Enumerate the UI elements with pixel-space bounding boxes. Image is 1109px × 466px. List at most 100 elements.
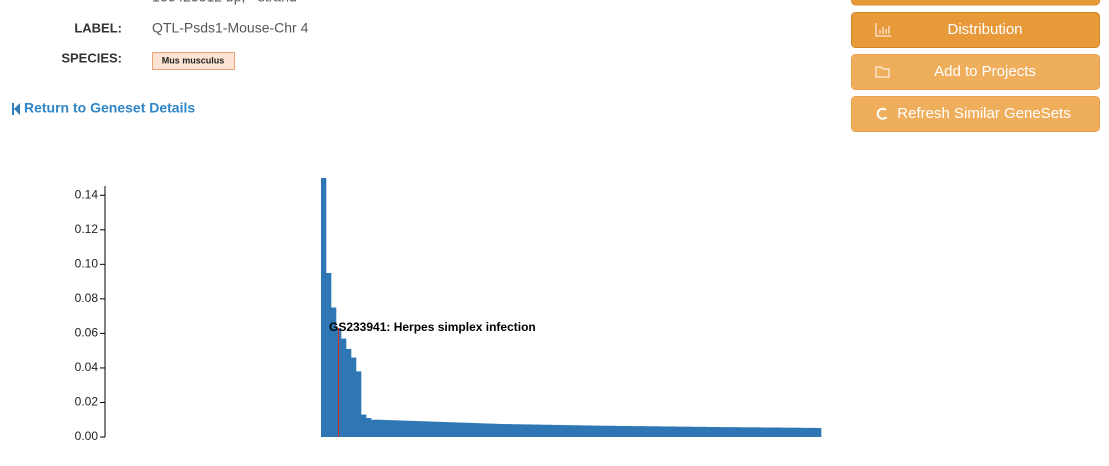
bar [726, 427, 732, 437]
bar [501, 424, 507, 437]
bar [546, 424, 552, 437]
bar [666, 426, 672, 437]
bar [656, 426, 662, 437]
field-label: SPECIES: [61, 50, 122, 65]
button-bg[interactable] [851, 96, 1100, 132]
bar [436, 421, 442, 437]
bar [526, 424, 532, 437]
link-text[interactable]: Return to Geneset Details [24, 100, 195, 116]
bar [626, 425, 632, 437]
bar [701, 426, 707, 437]
bar [696, 426, 702, 437]
bar [481, 423, 487, 437]
bar [811, 427, 817, 437]
bar [321, 178, 327, 437]
bar [716, 426, 722, 437]
bar [441, 421, 447, 437]
bar [401, 420, 407, 437]
bar [651, 426, 657, 437]
bar [766, 427, 772, 437]
button-label[interactable]: Refresh Similar GeneSets [897, 105, 1070, 122]
button-bg[interactable] [851, 54, 1100, 90]
bar [681, 426, 687, 437]
bar [556, 424, 562, 437]
bar [536, 424, 542, 437]
bar [601, 425, 607, 437]
bar [786, 427, 792, 437]
bar [796, 427, 802, 437]
button-bg[interactable] [851, 12, 1100, 48]
bar [671, 426, 677, 437]
button-partial[interactable] [851, 0, 1100, 6]
button-label[interactable]: Distribution [947, 21, 1022, 38]
bar [496, 423, 502, 437]
bar [801, 427, 807, 437]
bar [791, 427, 797, 437]
link-icon [12, 103, 14, 115]
field-value: QTL-Psds1-Mouse-Chr 4 [152, 20, 309, 36]
bar [511, 424, 517, 437]
bar [381, 419, 387, 437]
bar [741, 427, 747, 437]
bar [636, 426, 642, 437]
bar [346, 348, 352, 437]
bar [466, 422, 472, 437]
field-label: LABEL: [74, 20, 122, 35]
species-badge [152, 52, 235, 70]
bar [386, 420, 392, 437]
bar [331, 307, 337, 437]
bar [431, 421, 437, 437]
bar [736, 427, 742, 437]
bar [746, 427, 752, 437]
bar [596, 425, 602, 437]
return-link[interactable]: Return to Geneset Details [12, 100, 195, 116]
chart: 0.00 0.02 0.04 0.06 0.08 0.10 0.12 0.14 GS233941… [75, 178, 822, 443]
button[interactable]: Distribution [851, 12, 1100, 48]
bar [396, 420, 402, 437]
bar [761, 427, 767, 437]
bar [621, 425, 627, 437]
bar [521, 424, 527, 437]
bar [371, 419, 377, 437]
bar [606, 425, 612, 437]
y-tick-label: 0.06 [75, 326, 99, 340]
bar [421, 421, 427, 437]
bar [806, 427, 812, 437]
bar [631, 426, 637, 437]
y-tick-label: 0.10 [75, 257, 99, 271]
bar [456, 422, 462, 437]
bar [581, 425, 587, 437]
bar [771, 427, 777, 437]
bar [411, 420, 417, 437]
folder-icon [875, 66, 890, 78]
bar [641, 426, 647, 437]
bar [686, 426, 692, 437]
button-label[interactable]: Add to Projects [934, 63, 1036, 80]
bar [461, 422, 467, 437]
bar [711, 426, 717, 437]
button[interactable]: Add to Projects [851, 54, 1100, 90]
highlight-label: GS233941: Herpes simplex infection [329, 320, 536, 334]
bar [351, 357, 357, 437]
location-text: 166425512 bp, - strand [152, 0, 297, 5]
bar [531, 424, 537, 437]
bar [566, 425, 572, 437]
bar [691, 426, 697, 437]
bar [706, 426, 712, 437]
bar [491, 423, 497, 437]
bar [446, 422, 452, 437]
bar [591, 425, 597, 437]
link-icon [14, 103, 20, 115]
bar [451, 422, 457, 437]
bar [356, 371, 362, 437]
button[interactable]: Refresh Similar GeneSets [851, 96, 1100, 132]
bar [676, 426, 682, 437]
bar [341, 338, 347, 437]
bar [416, 421, 422, 437]
y-tick-label: 0.02 [75, 395, 99, 409]
bar [616, 425, 622, 437]
bar [571, 425, 577, 437]
bar [756, 427, 762, 437]
bar [406, 420, 412, 437]
